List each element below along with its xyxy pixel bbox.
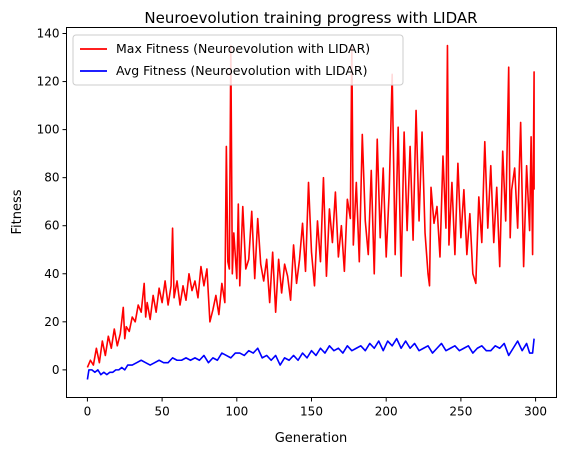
y-axis: 0 20 40 60 80 100 120 140 <box>37 27 67 377</box>
legend-box <box>72 34 404 86</box>
x-tick-label: 0 <box>84 405 92 419</box>
chart-title: Neuroevolution training progress with LI… <box>144 9 477 27</box>
y-tick-label: 100 <box>37 123 60 137</box>
x-tick-label: 200 <box>375 405 398 419</box>
plot-background <box>66 27 557 398</box>
y-tick-label: 40 <box>44 267 59 281</box>
x-tick-label: 150 <box>300 405 323 419</box>
plot-area <box>66 27 557 398</box>
x-axis: 0 50 100 150 200 250 300 <box>84 397 547 419</box>
legend: Max Fitness (Neuroevolution with LIDAR) … <box>72 34 404 86</box>
x-tick-label: 300 <box>524 405 547 419</box>
x-tick-label: 50 <box>154 405 169 419</box>
max-fitness-line <box>86 44 535 368</box>
y-axis-label: Fitness <box>10 189 25 234</box>
x-tick-label: 100 <box>225 405 248 419</box>
y-tick-label: 120 <box>37 75 60 89</box>
avg-fitness-line <box>86 337 535 380</box>
x-tick-label: 250 <box>449 405 472 419</box>
y-tick-label: 0 <box>52 363 60 377</box>
legend-label-max: Max Fitness (Neuroevolution with LIDAR) <box>116 41 370 56</box>
y-tick-label: 80 <box>44 171 59 185</box>
series-layer <box>86 44 535 380</box>
y-tick-label: 20 <box>44 315 59 329</box>
x-axis-label: Generation <box>275 431 348 446</box>
y-tick-label: 60 <box>44 219 59 233</box>
y-tick-label: 140 <box>37 27 60 41</box>
legend-label-avg: Avg Fitness (Neuroevolution with LIDAR) <box>116 63 367 78</box>
